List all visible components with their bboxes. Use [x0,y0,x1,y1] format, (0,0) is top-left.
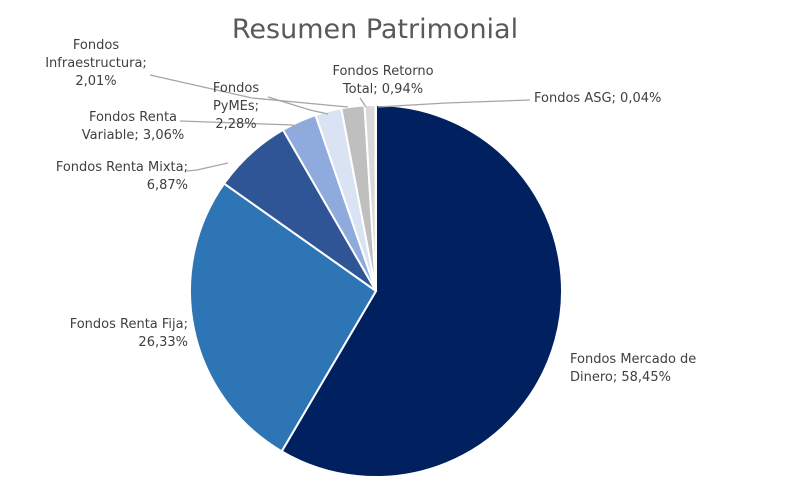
label-fondos-retorno-total: Fondos Retorno Total; 0,94% [332,64,433,97]
label-fondos-renta-fija: Fondos Renta Fija; 26,33% [70,317,188,350]
leader-fondos-infraestructura [149,74,349,108]
label-fondos-asg: Fondos ASG; 0,04% [534,91,661,106]
label-fondos-infraestructura: Fondos Infraestructura; 2,01% [45,38,147,89]
leader-lines [149,74,531,172]
label-line: Fondos Mercado de [570,352,696,367]
label-line: Fondos Retorno [332,64,433,79]
label-line: PyMEs; [213,99,259,114]
label-line: 26,33% [138,335,188,350]
label-fondos-renta-variable: Fondos Renta Variable; 3,06% [82,110,184,143]
leader-fondos-renta-mixta [186,162,229,172]
label-line: Fondos Renta Fija; [70,317,188,332]
label-line: Infraestructura; [45,56,147,71]
label-line: 2,28% [215,117,256,132]
label-line: Fondos ASG; 0,04% [534,91,661,106]
data-labels: Fondos Mercado de Dinero; 58,45% Fondos Re… [45,38,696,385]
label-line: Variable; 3,06% [82,128,184,143]
label-line: Fondos Renta [89,110,177,125]
label-line: Fondos [213,81,259,96]
label-fondos-renta-mixta: Fondos Renta Mixta; 6,87% [56,160,188,193]
label-line: 6,87% [147,178,188,193]
label-line: 2,01% [75,74,116,89]
label-fondos-mercado-de-dinero: Fondos Mercado de Dinero; 58,45% [570,352,696,385]
label-fondos-pymes: Fondos PyMEs; 2,28% [213,81,259,132]
label-line: Dinero; 58,45% [570,370,671,385]
chart-title: Resumen Patrimonial [232,14,518,45]
label-line: Fondos [73,38,119,53]
label-line: Total; 0,94% [342,82,423,97]
slice-fondos-renta-fija [189,182,378,453]
leader-fondos-pymes [267,96,329,115]
pie-slices [189,103,563,478]
slice-fondos-mercado-de-dinero [280,103,563,478]
leader-fondos-renta-variable [179,120,302,131]
leader-fondos-asg [377,99,531,108]
leader-fondos-retorno-total [359,97,367,108]
label-line: Fondos Renta Mixta; [56,160,188,175]
